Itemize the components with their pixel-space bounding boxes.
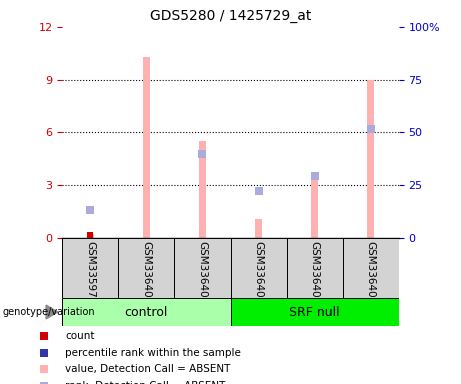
Bar xyxy=(199,141,206,238)
Text: GSM336408: GSM336408 xyxy=(310,241,319,304)
Text: genotype/variation: genotype/variation xyxy=(2,307,95,317)
Bar xyxy=(367,80,374,238)
Bar xyxy=(87,234,94,238)
Bar xyxy=(174,238,230,298)
Text: GSM336405: GSM336405 xyxy=(142,241,151,304)
Bar xyxy=(255,219,262,238)
Text: rank, Detection Call = ABSENT: rank, Detection Call = ABSENT xyxy=(65,381,226,384)
Bar xyxy=(230,238,287,298)
Text: value, Detection Call = ABSENT: value, Detection Call = ABSENT xyxy=(65,364,231,374)
Title: GDS5280 / 1425729_at: GDS5280 / 1425729_at xyxy=(150,9,311,23)
Text: count: count xyxy=(65,331,95,341)
Text: SRF null: SRF null xyxy=(290,306,340,318)
Text: control: control xyxy=(124,306,168,318)
Bar xyxy=(118,238,174,298)
Bar xyxy=(62,238,118,298)
Text: GSM336409: GSM336409 xyxy=(366,241,376,304)
Bar xyxy=(343,238,399,298)
Bar xyxy=(287,238,343,298)
Text: GSM336406: GSM336406 xyxy=(197,241,207,304)
Bar xyxy=(62,298,230,326)
Bar xyxy=(143,57,150,238)
Bar xyxy=(311,177,318,238)
Bar xyxy=(230,298,399,326)
Text: percentile rank within the sample: percentile rank within the sample xyxy=(65,348,242,358)
Text: GSM335971: GSM335971 xyxy=(85,241,95,305)
Text: GSM336407: GSM336407 xyxy=(254,241,264,304)
